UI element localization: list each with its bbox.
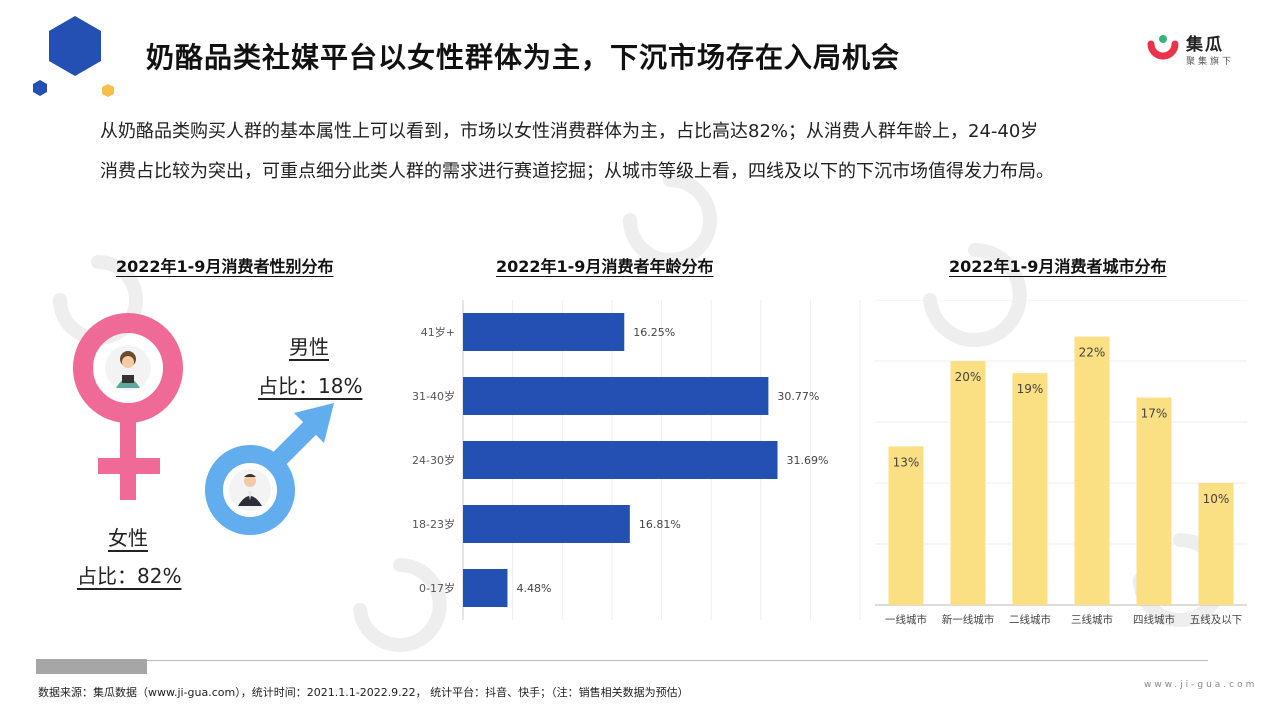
city-bar bbox=[888, 446, 924, 605]
female-symbol-icon bbox=[73, 313, 183, 500]
data-source-note: 数据来源：集瓜数据（www.ji-gua.com），统计时间：2021.1.1-… bbox=[38, 686, 689, 699]
city-value-label: 17% bbox=[1141, 407, 1168, 421]
age-value-label: 4.48% bbox=[516, 582, 551, 595]
city-value-label: 10% bbox=[1203, 492, 1230, 506]
age-category-label: 31-40岁 bbox=[412, 389, 455, 403]
city-category-label: 新一线城市 bbox=[942, 613, 995, 626]
age-bar bbox=[463, 441, 778, 479]
age-distribution-chart: 41岁+ 16.25% 31-40岁 30.77% 24-30岁 31.69% 18-23岁… bbox=[412, 300, 861, 620]
logo-hexagon-decoration bbox=[33, 16, 114, 97]
male-share: 占比：18% bbox=[258, 374, 363, 398]
brand-logo: 集瓜 聚集旗下 bbox=[1146, 28, 1266, 72]
intro-line-1: 从奶酪品类购买人群的基本属性上可以看到，市场以女性消费群体为主，占比高达82%；… bbox=[100, 121, 1039, 142]
footer-accent-bar bbox=[36, 659, 147, 674]
age-value-label: 16.25% bbox=[633, 326, 675, 339]
male-label: 男性 bbox=[289, 335, 329, 359]
age-bar bbox=[463, 313, 625, 351]
website-url: www.ji-gua.com bbox=[1144, 680, 1258, 690]
female-label: 女性 bbox=[108, 526, 148, 550]
city-value-label: 19% bbox=[1017, 382, 1044, 396]
age-bar bbox=[463, 569, 508, 607]
footer-divider bbox=[36, 660, 1208, 661]
brand-name: 集瓜 bbox=[1186, 35, 1224, 55]
intro-line-2: 消费占比较为突出，可重点细分此类人群的需求进行赛道挖掘；从城市等级上看，四线及以… bbox=[100, 161, 1054, 182]
city-bar bbox=[1012, 373, 1048, 605]
city-category-label: 一线城市 bbox=[885, 613, 927, 626]
city-category-label: 三线城市 bbox=[1071, 613, 1113, 626]
age-category-label: 18-23岁 bbox=[412, 517, 455, 531]
brand-subtitle: 聚集旗下 bbox=[1186, 57, 1235, 67]
age-chart-title: 2022年1-9月消费者年龄分布 bbox=[496, 257, 714, 276]
age-bar bbox=[463, 377, 769, 415]
city-value-label: 20% bbox=[955, 370, 982, 384]
city-distribution-chart: 13% 一线城市 20% 新一线城市 19% 二线城市 22% 三线城市 17% 四线城市 10% 五… bbox=[875, 300, 1247, 626]
brand-mark-icon bbox=[1147, 35, 1179, 60]
age-category-label: 0-17岁 bbox=[419, 581, 455, 595]
city-category-label: 五线及以下 bbox=[1190, 613, 1243, 626]
age-value-label: 30.77% bbox=[777, 390, 819, 403]
male-avatar-icon bbox=[238, 474, 262, 506]
city-value-label: 13% bbox=[893, 455, 920, 469]
city-category-label: 二线城市 bbox=[1009, 613, 1051, 626]
age-category-label: 41岁+ bbox=[421, 325, 455, 339]
page-title: 奶酪品类社媒平台以女性群体为主，下沉市场存在入局机会 bbox=[146, 41, 901, 74]
age-value-label: 16.81% bbox=[639, 518, 681, 531]
male-symbol-icon bbox=[205, 403, 334, 535]
city-bar bbox=[1136, 397, 1172, 605]
city-chart-title: 2022年1-9月消费者城市分布 bbox=[949, 257, 1167, 276]
age-value-label: 31.69% bbox=[787, 454, 829, 467]
intro-paragraph: 从奶酪品类购买人群的基本属性上可以看到，市场以女性消费群体为主，占比高达82%；… bbox=[100, 112, 1230, 192]
gender-chart-title: 2022年1-9月消费者性别分布 bbox=[116, 257, 334, 276]
gender-symbols bbox=[73, 313, 334, 535]
city-bar bbox=[950, 361, 986, 605]
age-category-label: 24-30岁 bbox=[412, 453, 455, 467]
city-value-label: 22% bbox=[1079, 346, 1106, 360]
city-bar bbox=[1074, 336, 1110, 605]
age-bar bbox=[463, 505, 630, 543]
female-avatar-icon bbox=[116, 351, 140, 388]
city-category-label: 四线城市 bbox=[1133, 613, 1175, 626]
female-share: 占比：82% bbox=[77, 564, 182, 588]
